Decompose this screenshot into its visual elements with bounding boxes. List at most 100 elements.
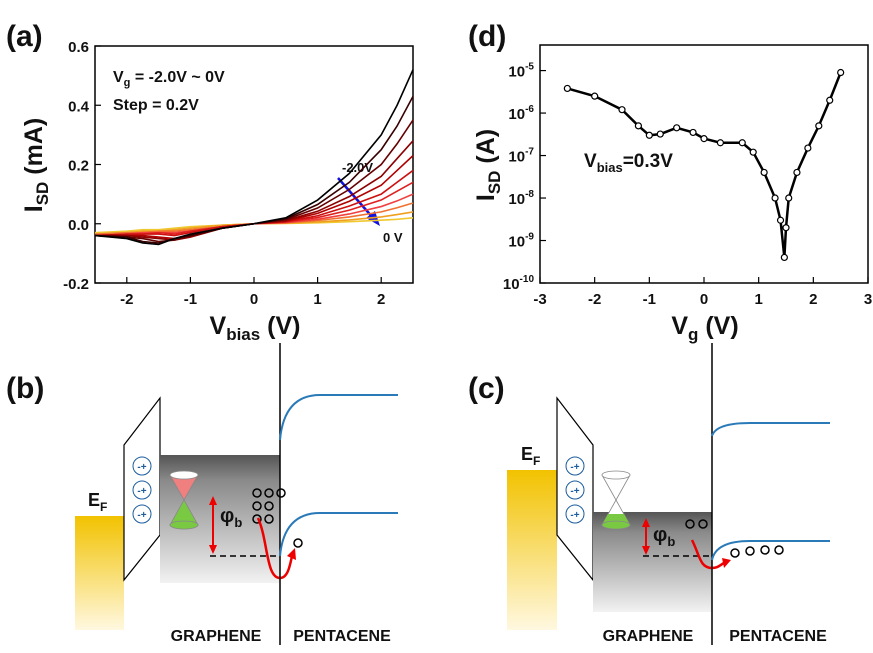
tick-label: 10-10 (503, 274, 535, 293)
arrowhead (642, 546, 650, 555)
data-line (94, 69, 414, 246)
data-point (738, 139, 746, 147)
cone-bottom (169, 520, 199, 530)
data-point (716, 139, 725, 147)
diagram-b: (b) EF -+ -+ -+ φb GRAPHENE PENTACENE (6, 343, 398, 645)
data-point (563, 84, 571, 93)
annotation-main: V (113, 69, 124, 86)
tick-label: 0.2 (68, 158, 89, 175)
data-point (656, 130, 664, 138)
material-label: PENTACENE (293, 628, 391, 645)
fermi-sub: F (533, 454, 540, 468)
annotation-rest: =0.3V (623, 151, 674, 172)
data-point (804, 144, 812, 152)
tick-label: 2 (809, 291, 817, 308)
tick-label: 3 (864, 291, 872, 308)
barrier-main: φ (653, 524, 667, 546)
tick-label-exp: -10 (520, 274, 535, 285)
tick-label: -3 (533, 291, 546, 308)
cone-top (601, 470, 631, 480)
dipole (565, 504, 585, 524)
barrier-label: φb (220, 505, 242, 530)
y-axis-title: ISD (A) (472, 129, 504, 201)
material-label: PENTACENE (729, 628, 827, 645)
tick-label: 10-6 (508, 104, 534, 123)
data-point (689, 128, 697, 137)
panel-label: (d) (468, 20, 506, 53)
data-point (782, 224, 790, 232)
x-axis-title: Vg (V) (671, 312, 738, 344)
tick-label: -1 (184, 291, 197, 308)
tick-label-base: 10 (508, 64, 525, 81)
cone-bottom (601, 520, 631, 530)
dipole-label: -+ (137, 462, 146, 473)
data-point (780, 253, 788, 262)
tick-label: 0 (700, 291, 708, 308)
homo (279, 512, 398, 557)
data-point (785, 194, 793, 202)
panel-label: (c) (468, 372, 505, 405)
fermi-main: E (521, 444, 533, 464)
panel-label: (b) (6, 372, 44, 405)
annotation: Vbias=0.3V (584, 151, 673, 175)
dipole-label: -+ (570, 462, 579, 473)
fermi-label: EF (88, 490, 107, 514)
data-point (634, 122, 643, 130)
tick-label: 10-9 (508, 232, 534, 251)
tick-label: 0.4 (68, 98, 90, 115)
homo (711, 540, 830, 561)
tick-label-base: 10 (503, 276, 520, 293)
dipole-label: -+ (137, 486, 146, 497)
tick-label: 0.6 (68, 39, 89, 56)
data-point (749, 148, 757, 156)
data-point (591, 92, 599, 100)
fermi-label: EF (521, 444, 540, 468)
holes (685, 519, 784, 558)
lumo (279, 394, 398, 441)
data-point (700, 135, 708, 143)
panel-label: (a) (6, 20, 43, 53)
barrier-sub: b (234, 515, 242, 530)
material-label: GRAPHENE (603, 628, 694, 645)
cone-top (169, 470, 199, 480)
annotation: -2.0V (342, 160, 373, 175)
dipole-label: -+ (570, 486, 579, 497)
tick-label-base: 10 (508, 191, 525, 208)
data-point (826, 96, 834, 104)
dipoles: -+ -+ -+ (565, 456, 585, 524)
tick-label-exp: -5 (525, 62, 534, 73)
data-point (618, 106, 626, 114)
arrowhead (642, 518, 650, 527)
metal-band (507, 470, 557, 630)
fermi-sub: F (100, 500, 107, 514)
annotation-main: V (584, 151, 597, 172)
data-line (94, 169, 414, 237)
tick-label-exp: -9 (525, 232, 534, 243)
y-axis-title-rest: (mA) (20, 118, 48, 182)
x-axis-title-sub: bias (226, 325, 260, 344)
data-point (776, 216, 785, 224)
barrier-sub: b (667, 534, 675, 549)
data-line (95, 140, 414, 241)
tick-label: 10-5 (508, 62, 534, 81)
data-point (771, 194, 779, 202)
dipole-label: -+ (137, 510, 146, 521)
tick-label-exp: -8 (525, 189, 534, 200)
annotation-sub: g (124, 77, 131, 89)
barrier-label: φb (653, 524, 675, 549)
y-axis-title-sub: SD (485, 171, 504, 195)
data-point (815, 122, 823, 130)
annotation-rest: = -2.0V ~ 0V (130, 69, 225, 86)
tick-label: 0.0 (68, 217, 89, 234)
holes (252, 488, 303, 548)
arrowhead (287, 548, 296, 560)
data-point (837, 68, 845, 77)
x-axis-title-rest: (V) (698, 312, 738, 340)
tick-label: 1 (754, 291, 762, 308)
dipole (132, 504, 152, 524)
tick-label: 1 (313, 291, 321, 308)
annotation-sub: bias (597, 160, 623, 175)
data-point (673, 124, 681, 132)
tick-label: 2 (377, 291, 385, 308)
